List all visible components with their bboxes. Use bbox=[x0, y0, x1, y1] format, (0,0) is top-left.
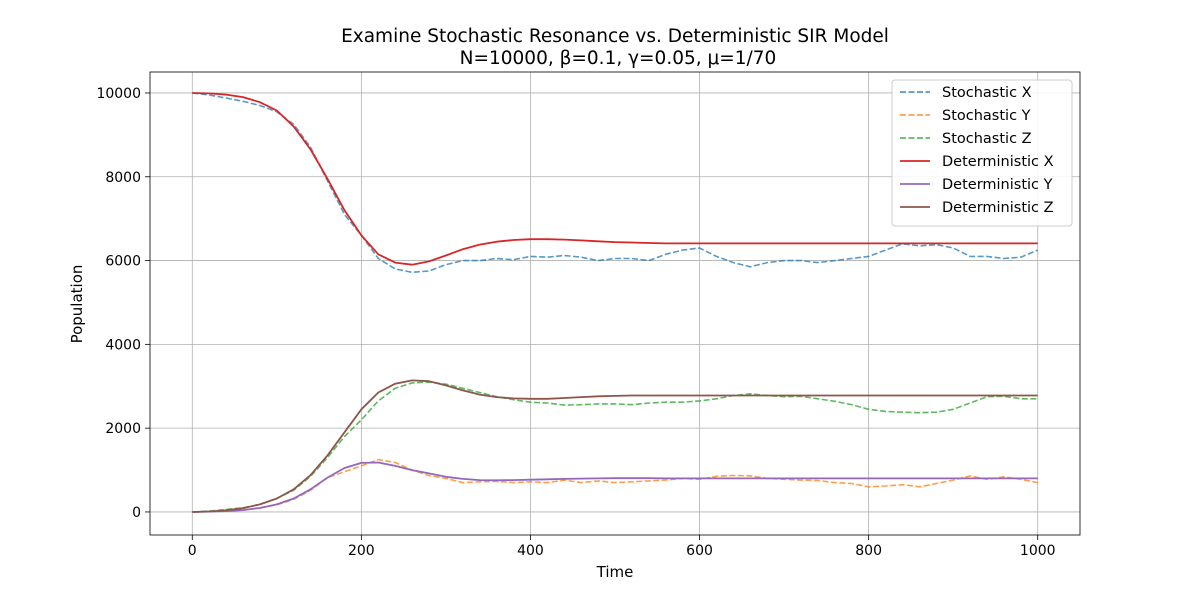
x-tick-label: 400 bbox=[517, 543, 544, 559]
x-tick-label: 800 bbox=[855, 543, 882, 559]
legend-box bbox=[891, 79, 1073, 227]
legend-label-stochastic-y: Stochastic Y bbox=[942, 108, 1031, 124]
x-tick-label: 200 bbox=[348, 543, 375, 559]
plot-frame bbox=[149, 71, 1081, 536]
y-tick-label: 8000 bbox=[105, 170, 141, 186]
series-line-deterministic-y bbox=[192, 461, 1038, 513]
y-tick-label: 10000 bbox=[96, 86, 141, 102]
x-tick-label: 0 bbox=[188, 543, 197, 559]
x-tick-label: 600 bbox=[686, 543, 713, 559]
y-tick-label: 2000 bbox=[105, 421, 141, 437]
x-axis-label: Time bbox=[596, 563, 634, 581]
series-line-deterministic-x bbox=[192, 92, 1038, 266]
legend-label-deterministic-x: Deterministic X bbox=[942, 154, 1054, 170]
legend: Stochastic X Stochastic Y Stochastic Z Dete… bbox=[891, 79, 1073, 227]
chart-subtitle: N=10000, β=0.1, γ=0.05, μ=1/70 bbox=[460, 48, 777, 69]
y-axis-label: Population bbox=[68, 265, 86, 344]
series-line-stochastic-z bbox=[192, 381, 1038, 513]
legend-label-stochastic-z: Stochastic Z bbox=[942, 131, 1032, 147]
y-tick-label: 6000 bbox=[105, 254, 141, 270]
series-line-deterministic-z bbox=[192, 379, 1038, 513]
legend-label-stochastic-x: Stochastic X bbox=[942, 85, 1032, 101]
chart-title: Examine Stochastic Resonance vs. Determi… bbox=[341, 26, 889, 47]
series-layer bbox=[192, 92, 1039, 513]
series-line-stochastic-y bbox=[192, 458, 1038, 513]
series-line-stochastic-x bbox=[192, 92, 1039, 274]
x-tick-label: 1000 bbox=[1020, 543, 1056, 559]
y-tick-label: 4000 bbox=[105, 337, 141, 353]
y-tick-label: 0 bbox=[132, 505, 141, 521]
legend-label-deterministic-y: Deterministic Y bbox=[942, 177, 1053, 193]
legend-label-deterministic-z: Deterministic Z bbox=[942, 200, 1054, 216]
